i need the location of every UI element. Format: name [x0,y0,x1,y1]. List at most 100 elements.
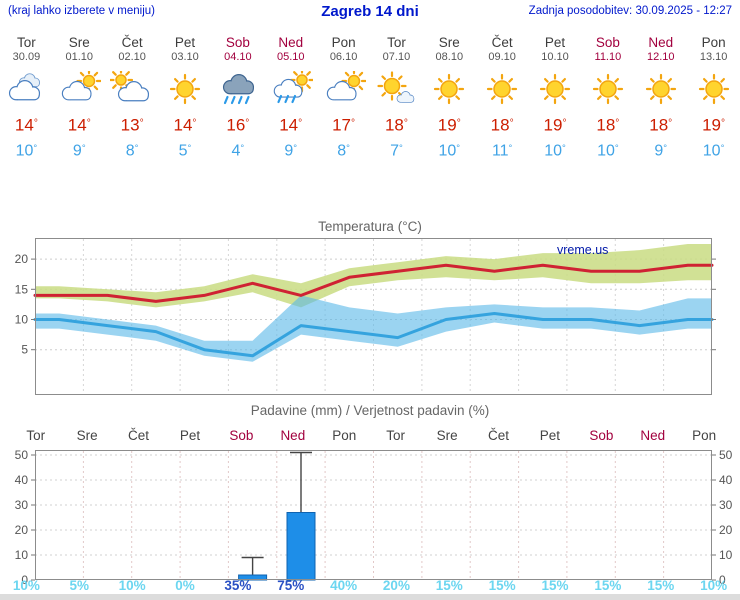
svg-text:10: 10 [15,548,29,562]
day-date: 08.10 [435,51,464,63]
svg-text:30: 30 [719,498,733,512]
precip-day-label: Čet [488,428,510,443]
day-name: Čet [121,35,143,50]
svg-text:5: 5 [21,343,28,357]
degree-symbol: ° [298,118,303,129]
high-temp: 16° [226,115,250,135]
sun-cloud-svg [62,71,102,101]
high-temp: 13° [120,115,144,135]
precip-probability: 75% [277,578,305,593]
precip-day-label: Pon [332,428,357,443]
day-date: 12.10 [646,51,675,63]
sun-svg [169,73,201,105]
high-temp: 19° [543,115,567,135]
degree-symbol: ° [562,118,567,129]
svg-text:15: 15 [15,282,29,296]
degree-symbol: ° [721,118,726,129]
precip-day-label: Ned [280,428,306,443]
svg-text:50: 50 [15,448,29,462]
day-name: Pet [544,35,566,50]
day-date: 02.10 [118,51,146,63]
low-temp: 10° [597,141,619,159]
forecast-day-column: Sob 11.10 18° 10° [581,28,634,160]
sun-cloud-icon [57,71,102,107]
day-name: Sre [438,35,460,50]
sun-svg [434,73,465,105]
high-temp: 19° [437,115,461,135]
degree-symbol: ° [245,118,250,129]
day-name: Sre [68,35,90,50]
low-temp: 9° [284,141,298,159]
degree-symbol: ° [139,118,144,129]
forecast-day-column: Sre 01.10 14° 9° [53,28,106,160]
precip-day-label: Pet [179,428,201,443]
precip-day-label: Pon [692,428,717,443]
low-temp: 11° [491,141,513,159]
degree-symbol: ° [293,142,298,154]
degree-symbol: ° [720,142,725,154]
high-temp: 14° [14,115,38,135]
degree-symbol: ° [187,142,192,154]
day-date: 01.10 [65,51,94,63]
degree-symbol: ° [346,142,350,154]
sun-icon [163,71,207,107]
sun-svg [698,73,729,105]
high-temp: 18° [649,115,673,135]
precip-probability: 10% [12,578,40,593]
svg-text:30: 30 [15,498,29,512]
degree-symbol: ° [33,142,38,154]
sun-svg [487,73,518,105]
degree-symbol: ° [615,118,620,129]
forecast-day-column: Čet 09.10 18° 11° [476,28,529,160]
precip-probability: 15% [541,578,569,593]
day-date: 09.10 [488,51,516,63]
precipitation-chart: 0 0 10 10 20 20 30 30 40 40 50 50 [0,446,740,587]
precip-day-label: Pet [539,428,561,443]
sun-icon [480,71,524,107]
precip-probability: 0% [175,578,195,593]
sun-rain-icon [269,71,313,107]
precipitation-probability-row: 10% 5% 10% 0% 35% 75% 40% 20% 15% 15% 15% 15% 15% 10% [0,579,740,593]
precip-probability: 10% [118,578,146,593]
cloud-icon [4,71,48,107]
sun-svg [539,73,571,105]
high-temp: 19° [702,115,726,135]
day-name: Tor [387,35,406,50]
svg-text:40: 40 [15,473,29,487]
low-temp: 4° [231,141,245,159]
precip-probability: 15% [435,578,463,593]
low-temp: 8° [125,141,139,159]
sun-icon [586,71,630,107]
degree-symbol: ° [81,142,86,154]
degree-symbol: ° [456,118,461,129]
sun-icon [427,71,471,107]
vreme-us-link[interactable]: vreme.us [557,243,609,257]
sun-rain-svg [273,71,313,104]
sun-small-cloud-svg [377,71,415,103]
horizontal-scrollbar[interactable] [0,594,740,600]
precip-probability: 15% [594,578,622,593]
svg-text:40: 40 [719,473,733,487]
sun-icon [639,71,683,107]
forecast-day-column: Ned 12.10 18° 9° [634,28,687,160]
degree-symbol: ° [398,142,403,154]
low-temp: 9° [72,141,86,159]
forecast-day-column: Pon 06.10 17° 8° [317,28,370,160]
precipitation-day-labels: Tor Sre Čet Pet Sob Ned Pon Tor Sre Čet Pet Sob Ned P… [10,428,730,443]
day-date: 06.10 [329,51,358,63]
precip-day-label: Ned [640,428,666,443]
forecast-day-column: Tor 07.10 18° 7° [370,28,423,160]
precipitation-chart-svg: 0 0 10 10 20 20 30 30 40 40 50 50 [15,448,733,587]
precipitation-chart-title: Padavine (mm) / Verjetnost padavin (%) [250,403,490,418]
cloud-svg [9,73,41,101]
degree-symbol: ° [403,118,408,129]
day-name: Ned [648,35,674,50]
svg-text:20: 20 [15,252,29,266]
high-temp: 18° [384,115,408,135]
high-temp: 14° [67,115,91,135]
last-update: Zadnja posodobitev: 30.09.2025 - 12:27 [528,5,732,17]
day-name: Sob [595,35,620,50]
forecast-day-column: Pon 13.10 19° 10° [687,28,740,160]
rain-svg [222,74,254,105]
